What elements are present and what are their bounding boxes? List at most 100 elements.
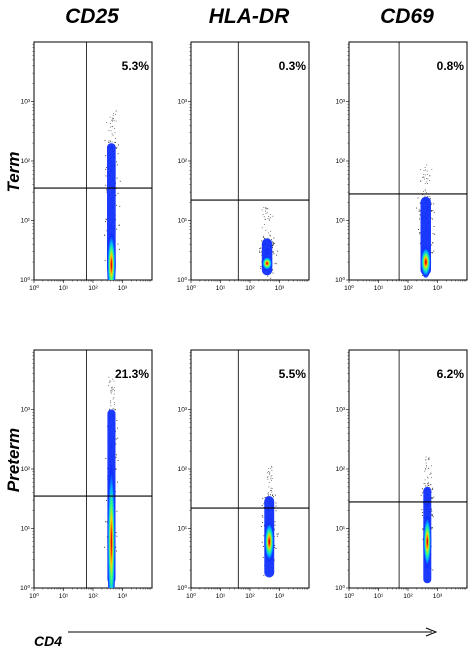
event-dot bbox=[106, 167, 107, 169]
event-dot bbox=[113, 380, 115, 382]
y-tick-label: 10² bbox=[178, 466, 188, 473]
event-dot bbox=[427, 196, 429, 197]
event-dot bbox=[428, 457, 430, 459]
event-dot bbox=[431, 169, 433, 171]
event-dot bbox=[422, 502, 424, 503]
event-dot bbox=[110, 402, 111, 404]
quadrant-percentage: 21.3% bbox=[115, 367, 149, 381]
event-dot bbox=[427, 178, 429, 180]
event-dot bbox=[421, 492, 423, 494]
row-title-preterm: Preterm bbox=[4, 428, 23, 492]
event-dot bbox=[274, 494, 276, 496]
quadrant-percentage: 5.3% bbox=[122, 59, 150, 73]
event-dot bbox=[261, 240, 263, 242]
event-dot bbox=[106, 499, 107, 501]
event-dot bbox=[119, 248, 120, 250]
event-dot bbox=[424, 479, 426, 481]
y-tick-label: 10³ bbox=[336, 407, 346, 414]
event-dot bbox=[271, 465, 272, 467]
x-tick-label: 10⁰ bbox=[186, 592, 196, 600]
event-dot bbox=[426, 181, 428, 183]
event-dot bbox=[114, 142, 115, 143]
event-dot bbox=[114, 390, 115, 392]
event-dot bbox=[115, 468, 117, 470]
event-dot bbox=[420, 494, 422, 496]
y-tick-label: 10² bbox=[178, 158, 188, 165]
event-dot bbox=[117, 153, 119, 155]
event-dot bbox=[277, 250, 279, 252]
event-dot bbox=[422, 538, 424, 540]
event-dot bbox=[264, 497, 266, 498]
event-dot bbox=[275, 502, 277, 504]
y-tick-label: 10² bbox=[21, 158, 31, 165]
event-dot bbox=[272, 251, 274, 253]
panel-frame bbox=[190, 41, 310, 281]
event-dot bbox=[106, 521, 108, 523]
event-dot bbox=[432, 516, 434, 518]
event-dot bbox=[267, 493, 269, 495]
event-dot bbox=[429, 175, 431, 177]
event-dot bbox=[272, 242, 274, 244]
event-dot bbox=[114, 408, 116, 410]
quadrant-percentage: 0.3% bbox=[279, 59, 307, 73]
event-dot bbox=[113, 120, 115, 122]
event-dot bbox=[260, 525, 262, 527]
y-tick-label: 10⁰ bbox=[177, 584, 187, 592]
event-dot bbox=[263, 235, 264, 237]
event-dot bbox=[268, 471, 269, 472]
event-dot bbox=[271, 466, 273, 468]
event-dot bbox=[268, 219, 270, 221]
event-dot bbox=[267, 494, 269, 496]
event-dot bbox=[431, 477, 432, 479]
event-dot bbox=[261, 227, 263, 229]
panel-frame bbox=[33, 349, 153, 589]
y-tick-label: 10² bbox=[21, 466, 31, 473]
event-dot bbox=[272, 243, 274, 245]
event-dot bbox=[116, 228, 118, 230]
event-dot bbox=[422, 194, 424, 196]
event-dot bbox=[115, 194, 117, 196]
event-dot bbox=[270, 490, 271, 491]
event-dot bbox=[427, 459, 429, 460]
event-dot bbox=[273, 253, 275, 255]
event-dot bbox=[109, 116, 111, 118]
event-dot bbox=[111, 126, 113, 127]
event-dot bbox=[423, 177, 425, 178]
event-dot bbox=[119, 205, 121, 207]
event-dot bbox=[425, 456, 427, 458]
event-dot bbox=[424, 167, 426, 168]
event-dot bbox=[108, 130, 110, 131]
density-core bbox=[420, 246, 432, 278]
event-dot bbox=[274, 521, 276, 523]
event-dot bbox=[263, 207, 265, 208]
event-dot bbox=[113, 113, 114, 115]
event-dot bbox=[419, 233, 421, 235]
event-dot bbox=[272, 245, 274, 246]
event-dot bbox=[114, 387, 115, 389]
event-dot bbox=[260, 266, 262, 267]
event-dot bbox=[428, 458, 430, 460]
event-dot bbox=[116, 420, 118, 421]
event-dot bbox=[259, 250, 260, 252]
event-dot bbox=[267, 476, 269, 478]
event-dot bbox=[431, 210, 433, 212]
event-dot bbox=[109, 409, 111, 411]
event-dot bbox=[277, 533, 279, 535]
y-tick-label: 10⁰ bbox=[20, 584, 30, 592]
event-dot bbox=[109, 408, 110, 410]
event-dot bbox=[273, 529, 275, 531]
event-dot bbox=[270, 214, 271, 215]
event-dot bbox=[106, 122, 108, 123]
x-tick-label: 10² bbox=[88, 593, 98, 600]
event-dot bbox=[265, 210, 266, 212]
quadrant-percentage: 6.2% bbox=[437, 367, 465, 381]
event-dot bbox=[263, 575, 265, 577]
event-dot bbox=[104, 140, 106, 142]
event-dot bbox=[419, 232, 421, 233]
event-dot bbox=[433, 226, 435, 227]
event-dot bbox=[432, 218, 433, 220]
x-tick-label: 10² bbox=[403, 593, 413, 600]
density-core bbox=[107, 463, 116, 588]
event-dot bbox=[274, 262, 276, 264]
event-dot bbox=[431, 514, 433, 516]
